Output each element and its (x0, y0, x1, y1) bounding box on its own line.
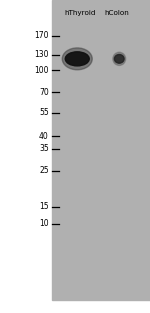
Text: 25: 25 (39, 166, 49, 175)
Ellipse shape (113, 52, 126, 65)
Text: 70: 70 (39, 88, 49, 97)
Text: 170: 170 (34, 32, 49, 40)
Text: 100: 100 (34, 66, 49, 75)
Bar (52, 0, 150, 300)
Text: 130: 130 (34, 50, 49, 59)
Ellipse shape (62, 48, 92, 70)
Text: 55: 55 (39, 108, 49, 117)
Text: hColon: hColon (105, 10, 129, 16)
Text: 15: 15 (39, 202, 49, 211)
Text: 10: 10 (39, 219, 49, 228)
Text: 40: 40 (39, 132, 49, 141)
Ellipse shape (114, 54, 124, 63)
Text: hThyroid: hThyroid (64, 10, 96, 16)
Text: 35: 35 (39, 144, 49, 153)
Ellipse shape (65, 52, 89, 66)
